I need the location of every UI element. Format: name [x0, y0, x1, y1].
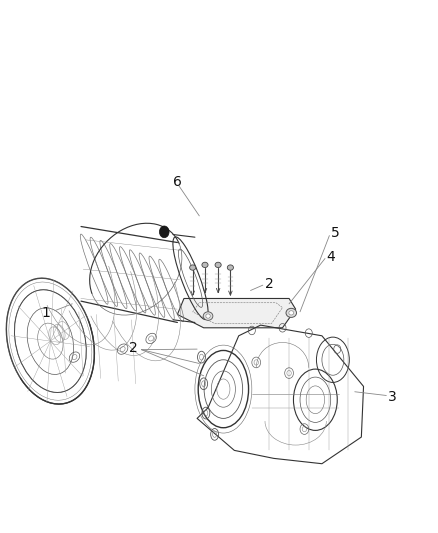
Text: 4: 4: [326, 250, 335, 264]
Ellipse shape: [286, 308, 297, 317]
Text: 1: 1: [42, 306, 50, 320]
Ellipse shape: [190, 265, 196, 270]
Ellipse shape: [202, 262, 208, 268]
Ellipse shape: [215, 262, 221, 268]
Polygon shape: [177, 298, 296, 328]
Ellipse shape: [203, 312, 213, 320]
Text: 2: 2: [129, 341, 138, 355]
Text: 6: 6: [173, 175, 182, 189]
Text: 2: 2: [265, 277, 274, 290]
Text: 5: 5: [331, 227, 339, 240]
Ellipse shape: [159, 226, 169, 238]
Ellipse shape: [227, 265, 233, 270]
Ellipse shape: [206, 314, 210, 318]
Text: 3: 3: [388, 390, 396, 404]
Ellipse shape: [289, 311, 294, 315]
